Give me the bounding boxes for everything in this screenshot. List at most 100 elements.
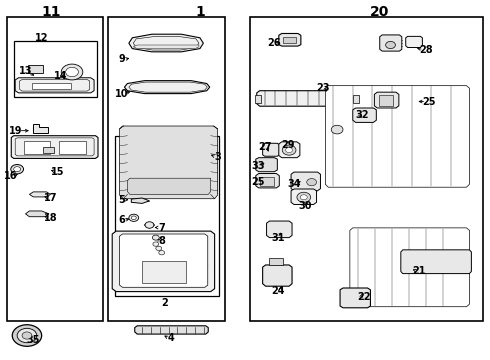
Text: 27: 27 [258, 142, 271, 152]
Polygon shape [406, 36, 422, 48]
Circle shape [331, 125, 343, 134]
Circle shape [14, 167, 21, 172]
Polygon shape [374, 92, 399, 108]
Text: 31: 31 [271, 233, 285, 243]
Text: 4: 4 [168, 333, 175, 343]
Text: 35: 35 [26, 335, 40, 345]
Bar [269, 258, 283, 265]
Text: 29: 29 [281, 140, 295, 150]
Bar [379, 95, 393, 106]
Polygon shape [350, 228, 469, 307]
Bar [353, 95, 359, 103]
Polygon shape [340, 288, 370, 308]
Text: 16: 16 [4, 171, 18, 181]
Polygon shape [263, 265, 292, 286]
Polygon shape [120, 234, 208, 287]
Circle shape [61, 64, 83, 80]
Text: 10: 10 [115, 89, 128, 99]
Polygon shape [321, 46, 474, 310]
Polygon shape [113, 122, 224, 203]
Polygon shape [33, 124, 48, 133]
Bar [24, 141, 50, 154]
Polygon shape [127, 178, 211, 194]
Text: 28: 28 [419, 45, 433, 55]
Circle shape [300, 195, 307, 200]
Polygon shape [380, 35, 402, 51]
Polygon shape [263, 143, 279, 156]
Text: 32: 32 [356, 110, 369, 120]
Polygon shape [133, 45, 199, 49]
Circle shape [66, 67, 78, 77]
Circle shape [12, 325, 42, 346]
Polygon shape [401, 250, 471, 274]
Polygon shape [353, 108, 376, 122]
Polygon shape [112, 231, 215, 292]
Circle shape [153, 242, 159, 246]
Circle shape [22, 332, 32, 339]
Text: 8: 8 [158, 236, 165, 246]
Circle shape [156, 246, 162, 251]
Circle shape [307, 179, 317, 186]
Text: 30: 30 [298, 201, 312, 211]
Circle shape [282, 145, 296, 155]
Text: 14: 14 [53, 71, 67, 81]
Polygon shape [29, 192, 50, 197]
Bar [7, 17, 103, 321]
Text: 26: 26 [268, 38, 281, 48]
Text: 19: 19 [9, 126, 23, 136]
Text: 13: 13 [19, 66, 32, 76]
Polygon shape [267, 221, 292, 238]
Text: 5: 5 [118, 195, 125, 205]
Bar [250, 17, 483, 321]
Polygon shape [256, 158, 277, 172]
Polygon shape [325, 86, 469, 187]
Bar [14, 41, 97, 97]
Bar [260, 177, 274, 186]
Text: 23: 23 [317, 83, 330, 93]
Text: 3: 3 [215, 152, 221, 162]
Text: 21: 21 [412, 266, 426, 276]
Bar [28, 65, 43, 73]
Polygon shape [257, 91, 356, 106]
Text: 9: 9 [118, 54, 125, 64]
Text: 24: 24 [271, 286, 285, 296]
Polygon shape [25, 211, 49, 217]
Text: 1: 1 [195, 5, 205, 18]
Text: 15: 15 [51, 167, 65, 177]
Text: 22: 22 [357, 292, 370, 302]
Polygon shape [279, 142, 300, 158]
Bar [43, 147, 54, 153]
Text: 17: 17 [44, 193, 57, 203]
Bar [32, 83, 71, 89]
Bar [283, 37, 296, 43]
Text: 25: 25 [251, 177, 265, 187]
Polygon shape [129, 34, 203, 52]
Circle shape [286, 148, 293, 153]
Bar [108, 17, 225, 321]
Text: 6: 6 [118, 215, 125, 225]
Bar [255, 95, 261, 103]
Polygon shape [124, 81, 210, 94]
Circle shape [386, 41, 395, 49]
Text: 11: 11 [42, 5, 61, 18]
Polygon shape [11, 136, 98, 158]
Circle shape [159, 251, 165, 255]
Bar [115, 136, 219, 296]
Text: 20: 20 [370, 5, 390, 18]
Circle shape [131, 216, 136, 220]
Text: 18: 18 [44, 213, 57, 223]
Circle shape [145, 222, 154, 228]
Circle shape [152, 235, 159, 240]
Text: 2: 2 [161, 298, 168, 308]
Circle shape [129, 214, 139, 221]
Text: 34: 34 [288, 179, 301, 189]
Polygon shape [291, 189, 317, 204]
Polygon shape [279, 33, 301, 46]
Polygon shape [131, 198, 149, 203]
Text: 12: 12 [35, 33, 49, 43]
Polygon shape [135, 326, 208, 334]
Text: 25: 25 [422, 96, 436, 107]
Circle shape [11, 165, 24, 174]
Text: 7: 7 [158, 222, 165, 233]
Polygon shape [256, 174, 279, 188]
